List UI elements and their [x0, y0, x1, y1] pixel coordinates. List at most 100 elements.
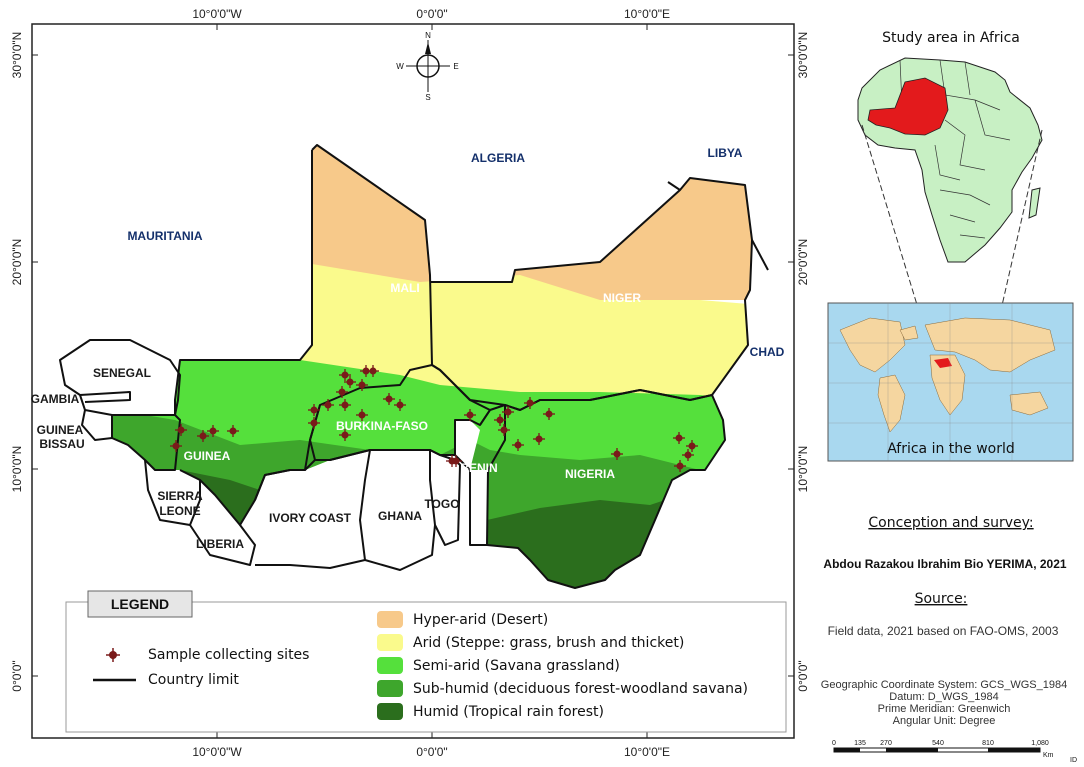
lon-label-top-w: 10°0'0"W: [192, 7, 242, 21]
sample-site-marker: [383, 393, 395, 405]
boundary-gambia: [79, 391, 131, 403]
legend-title: LEGEND: [111, 596, 169, 612]
legend-title-box: [87, 590, 193, 618]
boundary-algeria-libya: [667, 181, 681, 191]
legend-sample-icon: [106, 648, 120, 662]
sample-site-marker: [339, 369, 351, 381]
sample-site-marker: [207, 425, 219, 437]
sample-site-marker: [524, 397, 536, 409]
sample-site-marker: [170, 440, 182, 452]
sample-site-marker: [686, 440, 698, 452]
sample-site-marker: [611, 448, 623, 460]
inset-world: Africa in the world: [827, 302, 1074, 462]
label-chad: CHAD: [750, 345, 785, 359]
label-ghana: GHANA: [378, 509, 422, 523]
label-mali: MALI: [390, 281, 419, 295]
graticule-ticks: [32, 24, 794, 738]
study-area-red: [867, 77, 949, 136]
sample-site-marker: [512, 439, 524, 451]
africa-outline: [857, 57, 1043, 263]
sample-site-marker: [344, 376, 356, 388]
gcs-line-1: Geographic Coordinate System: GCS_WGS_19…: [821, 679, 1067, 691]
sample-site-marker: [543, 408, 555, 420]
legend-box: LEGEND Sample collecting sites Country l…: [65, 590, 787, 733]
legend-country-limit-label: Country limit: [148, 672, 239, 688]
boundary-guinea-west: [111, 414, 181, 471]
sample-site-marker: [673, 432, 685, 444]
scale-tick-1: 135: [854, 740, 866, 747]
label-liberia: LIBERIA: [196, 537, 244, 551]
author-text: Abdou Razakou Ibrahim Bio YERIMA, 2021: [823, 557, 1066, 571]
sample-site-marker: [336, 386, 348, 398]
lon-label-top-0: 0°0'0": [416, 7, 447, 21]
lon-label-bottom-w: 10°0'0"W: [192, 745, 242, 759]
lon-label-bottom-0: 0°0'0": [416, 745, 447, 759]
sample-site-marker: [498, 424, 510, 436]
lon-label-bottom-e: 10°0'0"E: [624, 745, 670, 759]
sample-site-marker: [175, 424, 187, 436]
world-continents: [839, 317, 1056, 433]
source-title: Source:: [915, 591, 968, 607]
label-nigeria: NIGERIA: [565, 467, 615, 481]
lat-label-right-20: 20°0'0"N: [796, 239, 810, 286]
north-arrow-icon: [425, 42, 431, 54]
country-boundaries: [59, 144, 769, 589]
label-sierra-leone-2: LEONE: [159, 504, 200, 518]
legend-zone-label: Semi-arid (Savana grassland): [413, 658, 620, 674]
boundary-guinea-bissau: [81, 409, 113, 441]
sample-site-marker: [339, 399, 351, 411]
madagascar: [1028, 187, 1041, 219]
lat-label-right-30: 30°0'0"N: [796, 32, 810, 79]
sample-site-marker: [356, 409, 368, 421]
label-senegal: SENEGAL: [93, 366, 151, 380]
boundary-chad-north: [751, 239, 769, 271]
legend-zone-label: Sub-humid (deciduous forest-woodland sav…: [413, 681, 748, 697]
sample-site-marker: [360, 365, 372, 377]
gcs-line-2: Datum: D_WGS_1984: [889, 691, 998, 703]
inset-connector-left: [861, 124, 938, 371]
label-benin: BENIN: [460, 461, 497, 475]
sample-site-marker: [356, 379, 368, 391]
inset-connector-right: [984, 129, 1043, 381]
legend-sample-label: Sample collecting sites: [148, 647, 309, 663]
legend-zones: Hyper-arid (Desert) Arid (Steppe: grass, …: [377, 611, 748, 720]
label-niger: NIGER: [603, 291, 641, 305]
lat-label-left-30: 30°0'0"N: [10, 32, 24, 79]
label-guinea-bissau-2: BISSAU: [39, 437, 84, 451]
boundary-sierra-leone: [144, 459, 201, 526]
label-algeria: ALGERIA: [471, 151, 525, 165]
label-libya: LIBYA: [708, 146, 743, 160]
lat-label-right-10: 10°0'0"N: [796, 446, 810, 493]
lat-label-right-0: 0°0'0": [796, 660, 810, 691]
gcs-line-3: Prime Meridian: Greenwich: [878, 703, 1011, 715]
compass-s-label: S: [425, 93, 430, 102]
legend-zone-swatch: [377, 657, 403, 674]
legend-zone-label: Hyper-arid (Desert): [413, 612, 548, 628]
sample-site-marker: [227, 425, 239, 437]
sample-site-marker: [682, 449, 694, 461]
boundary-togo: [429, 449, 461, 546]
source-text: Field data, 2021 based on FAO-OMS, 2003: [828, 624, 1059, 638]
sample-sites: [170, 365, 698, 472]
world-graticule: [828, 303, 1073, 461]
compass-rose: N S E W: [396, 31, 458, 102]
sample-site-marker: [308, 417, 320, 429]
label-togo: TOGO: [424, 497, 459, 511]
sample-site-marker: [339, 429, 351, 441]
legend-zone-label: Humid (Tropical rain forest): [413, 704, 604, 720]
boundary-senegal: [59, 339, 181, 416]
sample-site-marker: [308, 404, 320, 416]
scale-unit: Km: [1043, 752, 1054, 759]
scale-tick-2: 270: [880, 740, 892, 747]
legend-zone-label: Arid (Steppe: grass, brush and thicket): [413, 635, 684, 651]
label-mauritania: MAURITANIA: [127, 229, 202, 243]
boundary-nigeria: [486, 389, 726, 589]
scale-tick-5: 1,080: [1031, 740, 1049, 747]
sample-site-marker: [322, 399, 334, 411]
scale-tick-4: 810: [982, 740, 994, 747]
lat-label-left-0: 0°0'0": [10, 660, 24, 691]
scale-tick-3: 540: [932, 740, 944, 747]
label-guinea: GUINEA: [184, 449, 231, 463]
sample-site-marker: [533, 433, 545, 445]
